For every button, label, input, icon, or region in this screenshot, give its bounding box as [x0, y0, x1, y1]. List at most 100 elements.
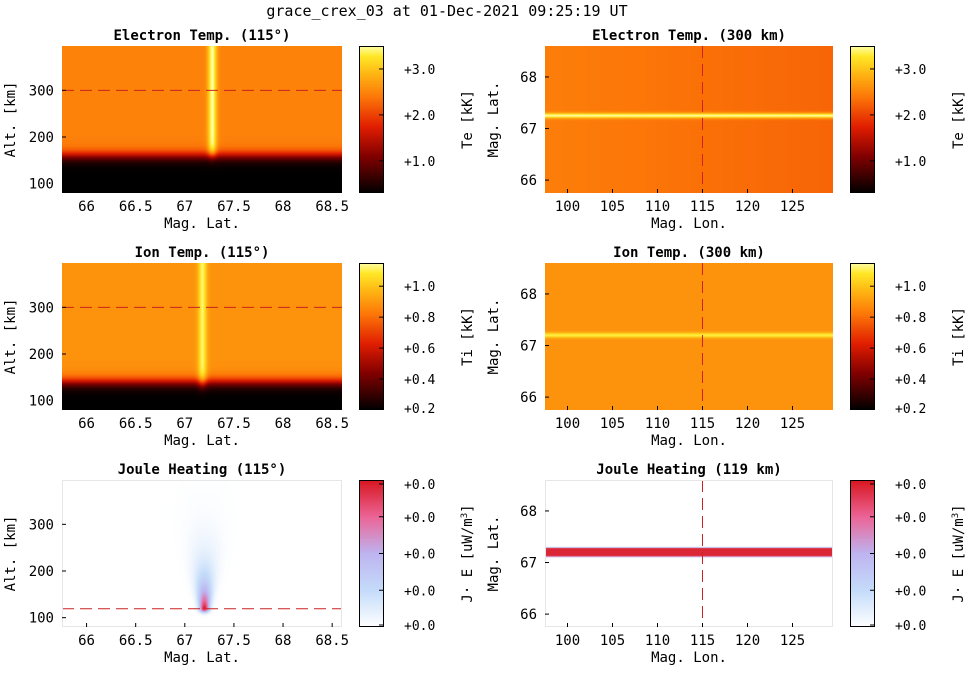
- y-tick-label-te_map-0: 66: [520, 173, 537, 189]
- x-tick-label-te_alt-0: 66: [78, 199, 95, 215]
- y-tick-label-jh_map-1: 67: [520, 556, 537, 572]
- y-axis-label-ti_map: Mag. Lat.: [486, 299, 502, 375]
- colorbar-tick-label-ti_map-4: +1.0: [895, 280, 926, 295]
- colorbar-tick-label-te_map-1: +2.0: [895, 109, 926, 124]
- x-tick-label-jh_map-1: 105: [600, 633, 625, 649]
- x-tick-label-te_map-3: 115: [690, 199, 715, 215]
- x-tick-label-jh_alt-3: 67.5: [217, 633, 251, 649]
- y-axis-label-jh_map: Mag. Lat.: [486, 516, 502, 592]
- colorbar-frame-ti_map: [850, 263, 875, 410]
- x-tick-label-ti_alt-2: 67: [176, 416, 193, 432]
- colorbar-tick-label-ti_alt-0: +0.2: [404, 402, 435, 417]
- colorbar-label-ti_map: Ti [kK]: [951, 307, 967, 366]
- x-tick-label-te_alt-1: 66.5: [119, 199, 153, 215]
- colorbar-label-jh_alt: J· E [uW/m3]: [460, 504, 476, 602]
- colorbar-tick-label-ti_alt-2: +0.6: [404, 342, 435, 357]
- y-tick-label-jh_alt-0: 100: [29, 611, 54, 627]
- colorbar-label-te_map: Te [kK]: [951, 90, 967, 149]
- x-tick-label-te_map-1: 105: [600, 199, 625, 215]
- heatmap-jh_map: [545, 480, 833, 627]
- colorbar-tick-label-ti_alt-4: +1.0: [404, 280, 435, 295]
- y-tick-label-jh_map-2: 68: [520, 504, 537, 520]
- colorbar-tick-label-te_alt-0: +1.0: [404, 155, 435, 170]
- y-tick-label-jh_alt-2: 300: [29, 517, 54, 533]
- colorbar-te_map: [850, 46, 875, 193]
- panel-ti_map: Ion Temp. (300 km) 100 105 110 115 120 125 66 67…: [486, 245, 967, 449]
- x-tick-label-jh_map-2: 110: [645, 633, 670, 649]
- panel-te_map: Electron Temp. (300 km) 100 105 110 115 120 12…: [486, 28, 967, 232]
- y-tick-label-ti_map-0: 66: [520, 390, 537, 406]
- x-axis-label-ti_map: Mag. Lon.: [651, 433, 727, 449]
- axes-frame-jh_alt: [62, 480, 342, 627]
- colorbar-tick-label-te_alt-1: +2.0: [404, 109, 435, 124]
- heatmap-te_alt: [62, 46, 342, 193]
- x-tick-label-te_map-4: 120: [735, 199, 760, 215]
- x-axis-label-jh_map: Mag. Lon.: [651, 650, 727, 666]
- panel-title-jh_map: Joule Heating (119 km): [596, 462, 781, 478]
- y-tick-label-te_map-2: 68: [520, 70, 537, 86]
- x-tick-label-ti_alt-3: 67.5: [217, 416, 251, 432]
- x-axis-label-jh_alt: Mag. Lat.: [164, 650, 240, 666]
- x-tick-label-jh_alt-2: 67: [176, 633, 193, 649]
- axes-frame-jh_map: [545, 480, 833, 627]
- colorbar-tick-label-jh_alt-1: +0.0: [404, 584, 435, 599]
- y-tick-label-jh_alt-1: 200: [29, 564, 54, 580]
- colorbar-tick-label-jh_map-3: +0.0: [895, 511, 926, 526]
- x-tick-label-ti_alt-4: 68: [275, 416, 292, 432]
- x-axis-label-te_alt: Mag. Lat.: [164, 216, 240, 232]
- colorbar-ti_map: [850, 263, 875, 410]
- colorbar-tick-label-jh_alt-4: +0.0: [404, 478, 435, 493]
- colorbar-tick-label-jh_alt-2: +0.0: [404, 548, 435, 563]
- colorbar-tick-label-ti_map-3: +0.8: [895, 311, 926, 326]
- x-tick-label-ti_map-0: 100: [555, 416, 580, 432]
- x-tick-label-jh_alt-4: 68: [275, 633, 292, 649]
- y-tick-label-ti_alt-1: 200: [29, 347, 54, 363]
- x-tick-label-te_alt-2: 67: [176, 199, 193, 215]
- x-tick-label-jh_map-0: 100: [555, 633, 580, 649]
- x-tick-label-jh_alt-0: 66: [78, 633, 95, 649]
- x-tick-label-ti_map-2: 110: [645, 416, 670, 432]
- x-tick-label-te_alt-4: 68: [275, 199, 292, 215]
- x-tick-label-te_map-2: 110: [645, 199, 670, 215]
- x-tick-label-jh_map-5: 125: [780, 633, 805, 649]
- y-axis-label-te_alt: Alt. [km]: [3, 82, 19, 158]
- x-tick-label-jh_alt-1: 66.5: [119, 633, 153, 649]
- panel-te_alt: Electron Temp. (115°) 66 66.5 67 67.5 68 68.5 1…: [3, 28, 476, 232]
- y-tick-label-ti_alt-2: 300: [29, 300, 54, 316]
- colorbar-tick-label-ti_map-0: +0.2: [895, 402, 926, 417]
- x-tick-label-jh_map-3: 115: [690, 633, 715, 649]
- panels: Electron Temp. (115°) 66 66.5 67 67.5 68 68.5 1…: [3, 28, 967, 666]
- x-axis-label-ti_alt: Mag. Lat.: [164, 433, 240, 449]
- heatmap-jh_alt: [62, 480, 342, 627]
- y-tick-label-ti_alt-0: 100: [29, 394, 54, 410]
- colorbar-tick-label-jh_alt-3: +0.0: [404, 511, 435, 526]
- colorbar-tick-label-te_map-2: +3.0: [895, 63, 926, 78]
- colorbar-tick-label-te_map-0: +1.0: [895, 155, 926, 170]
- y-tick-label-te_alt-2: 300: [29, 83, 54, 99]
- colorbar-tick-label-jh_map-0: +0.0: [895, 619, 926, 634]
- colorbar-label-jh_map: J· E [uW/m3]: [951, 504, 967, 602]
- x-tick-label-ti_alt-1: 66.5: [119, 416, 153, 432]
- panel-title-te_map: Electron Temp. (300 km): [592, 28, 786, 44]
- panel-jh_map: Joule Heating (119 km) 100 105 110 115 120 125…: [486, 462, 967, 666]
- y-axis-label-te_map: Mag. Lat.: [486, 82, 502, 158]
- panel-title-jh_alt: Joule Heating (115°): [118, 462, 287, 478]
- x-tick-label-ti_map-5: 125: [780, 416, 805, 432]
- panel-ti_alt: Ion Temp. (115°) 66 66.5 67 67.5 68 68.5 100 200…: [3, 245, 476, 449]
- colorbar-label-ti_alt: Ti [kK]: [460, 307, 476, 366]
- y-axis-label-jh_alt: Alt. [km]: [3, 516, 19, 592]
- heatmap-ti_map: [545, 263, 833, 410]
- x-axis-label-te_map: Mag. Lon.: [651, 216, 727, 232]
- y-axis-label-ti_alt: Alt. [km]: [3, 299, 19, 375]
- x-tick-label-te_map-0: 100: [555, 199, 580, 215]
- colorbar-te_alt: [359, 46, 384, 193]
- colorbar-tick-label-ti_alt-3: +0.8: [404, 311, 435, 326]
- colorbar-frame-ti_alt: [359, 263, 384, 410]
- x-tick-label-ti_map-3: 115: [690, 416, 715, 432]
- x-tick-label-jh_alt-5: 68.5: [315, 633, 349, 649]
- colorbar-frame-te_alt: [359, 46, 384, 193]
- y-tick-label-te_map-1: 67: [520, 122, 537, 138]
- y-tick-label-jh_map-0: 66: [520, 607, 537, 623]
- x-tick-label-te_map-5: 125: [780, 199, 805, 215]
